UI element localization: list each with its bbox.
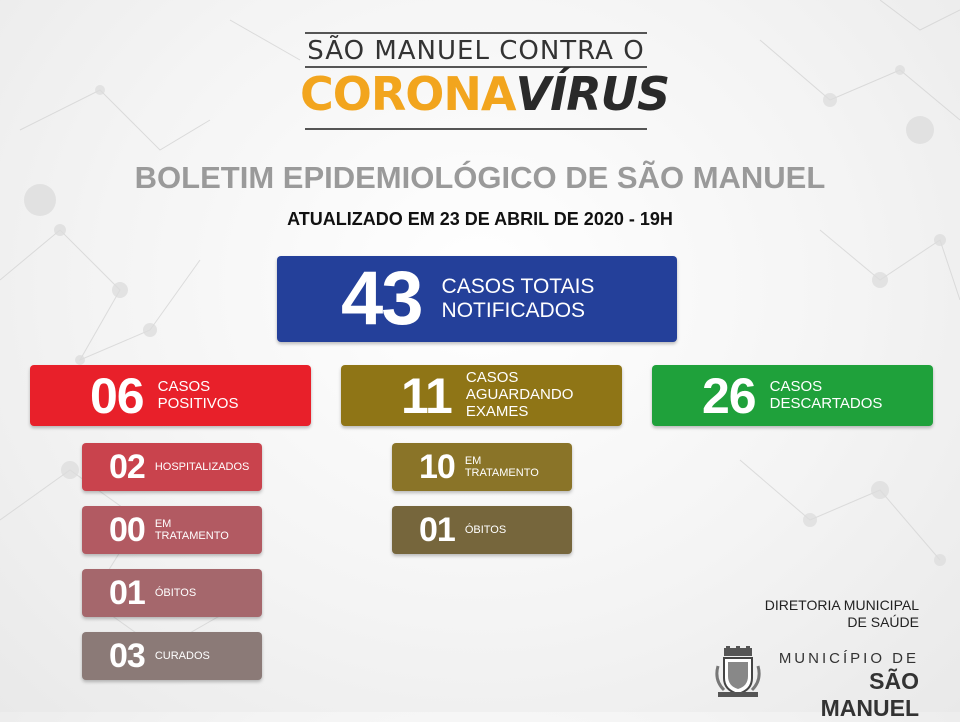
positive-in-treatment-label: EM TRATAMENTO [155,518,229,543]
coat-of-arms-icon [715,646,761,697]
recovered-value: 03 [109,637,146,675]
discarded-label-line1: CASOS [769,377,823,395]
awaiting-deaths-card: 01 ÓBITOS [392,506,572,554]
awaiting-in-treatment-label: EM TRATAMENTO [465,455,539,480]
positive-cases-card: 06 CASOS POSITIVOS [30,365,311,426]
health-department-line1: DIRETORIA MUNICIPAL [764,597,919,613]
total-cases-label: CASOS TOTAIS NOTIFICADOS [442,275,595,322]
positive-in-treatment-line1: EM [154,517,172,530]
municipality-name: SÃO MANUEL [820,668,919,721]
awaiting-in-treatment-line1: EM [464,454,482,467]
health-department-label: DIRETORIA MUNICIPAL DE SAÚDE [720,597,919,631]
positive-deaths-value: 01 [109,574,146,612]
total-cases-label-line1: CASOS TOTAIS [441,275,595,299]
positive-in-treatment-value: 00 [109,511,146,549]
logo-virus-word: VÍRUS [515,67,671,121]
logo-coronavirus: CORONAVÍRUS [300,66,670,122]
logo-bottom-rule [305,128,647,130]
positive-deaths-card: 01 ÓBITOS [82,569,262,617]
positive-label-line2: POSITIVOS [157,394,239,412]
logo-middle-rule [305,66,647,68]
page-title: BOLETIM EPIDEMIOLÓGICO DE SÃO MANUEL [134,160,826,195]
awaiting-in-treatment-line2: TRATAMENTO [464,467,539,479]
recovered-card: 03 CURADOS [82,632,262,680]
discarded-cases-value: 26 [702,367,757,424]
discarded-cases-label: CASOS DESCARTADOS [769,377,883,413]
awaiting-in-treatment-value: 10 [419,448,456,486]
positive-cases-value: 06 [90,367,145,424]
awaiting-exams-label: CASOS AGUARDANDO EXAMES [465,369,622,420]
positive-in-treatment-line2: TRATAMENTO [154,530,229,542]
positive-deaths-label: ÓBITOS [154,586,197,599]
hospitalized-value: 02 [109,448,146,486]
total-cases-card: 43 CASOS TOTAIS NOTIFICADOS [277,256,677,342]
positive-in-treatment-card: 00 EM TRATAMENTO [82,506,262,554]
positive-cases-label: CASOS POSITIVOS [157,377,239,413]
total-cases-label-line2: NOTIFICADOS [441,299,586,322]
awaiting-in-treatment-card: 10 EM TRATAMENTO [392,443,572,491]
discarded-label-line2: DESCARTADOS [769,394,883,412]
municipality-label: MUNICÍPIO DE [778,650,919,667]
updated-date: ATUALIZADO EM 23 DE ABRIL DE 2020 - 19H [287,209,673,229]
total-cases-value: 43 [341,256,424,341]
awaiting-deaths-label: ÓBITOS [464,523,507,536]
awaiting-label-line2: AGUARDANDO EXAMES [465,386,574,420]
hospitalized-card: 02 HOSPITALIZADOS [82,443,262,491]
discarded-cases-card: 26 CASOS DESCARTADOS [652,365,933,426]
awaiting-exams-card: 11 CASOS AGUARDANDO EXAMES [341,365,622,426]
logo-top-rule [305,32,647,34]
recovered-label: CURADOS [154,649,210,662]
awaiting-label-line1: CASOS [465,369,519,387]
awaiting-exams-value: 11 [401,367,453,424]
logo-corona-word: CORONA [300,67,516,121]
awaiting-deaths-value: 01 [419,511,456,549]
hospitalized-label: HOSPITALIZADOS [154,460,250,473]
health-department-line2: DE SAÚDE [847,614,919,630]
logo-title-top: SÃO MANUEL CONTRA O [307,36,645,66]
positive-label-line1: CASOS [157,377,211,395]
